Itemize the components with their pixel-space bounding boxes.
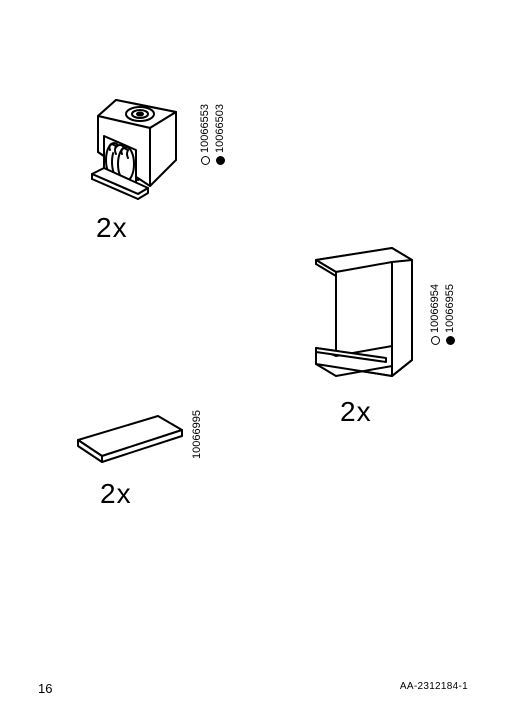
part-bracket-drawing xyxy=(296,242,426,392)
code-text: 10066954 xyxy=(430,284,441,333)
code-text: 10066503 xyxy=(215,104,226,153)
part-caster: 2x xyxy=(78,90,198,244)
page: 2x 10066553 10066503 xyxy=(0,0,506,714)
code-text: 10066955 xyxy=(445,284,456,333)
variant-open-icon xyxy=(431,336,440,345)
variant-filled-icon xyxy=(216,156,225,165)
part-bracket-codes: 10066954 10066955 xyxy=(430,284,456,345)
part-plate-qty: 2x xyxy=(100,478,190,510)
doc-id: AA-2312184-1 xyxy=(400,681,468,696)
part-plate-codes: 10066995 xyxy=(192,410,203,459)
part-caster-codes: 10066553 10066503 xyxy=(200,104,226,165)
part-caster-drawing xyxy=(78,90,198,210)
part-bracket: 2x xyxy=(296,242,426,428)
page-footer: 16 AA-2312184-1 xyxy=(0,681,506,696)
variant-filled-icon xyxy=(446,336,455,345)
part-plate-drawing xyxy=(70,404,190,474)
code-text: 10066995 xyxy=(192,410,203,459)
part-plate: 2x xyxy=(70,404,190,510)
variant-open-icon xyxy=(201,156,210,165)
part-caster-qty: 2x xyxy=(96,212,198,244)
code-text: 10066553 xyxy=(200,104,211,153)
page-number: 16 xyxy=(38,681,52,696)
part-bracket-qty: 2x xyxy=(340,396,426,428)
